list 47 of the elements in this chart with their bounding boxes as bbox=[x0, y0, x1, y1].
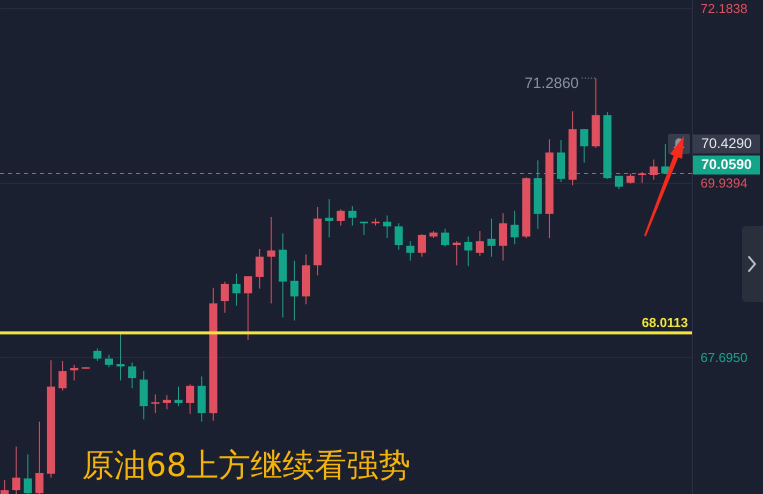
candlestick bbox=[452, 240, 461, 266]
candlestick bbox=[336, 208, 345, 226]
candlestick bbox=[128, 362, 136, 389]
candlestick bbox=[244, 276, 252, 340]
candlestick bbox=[580, 128, 588, 164]
candlestick bbox=[510, 210, 519, 245]
candlestick bbox=[35, 421, 44, 494]
candlestick bbox=[12, 446, 20, 494]
candlestick bbox=[70, 364, 78, 381]
candlestick bbox=[174, 386, 183, 407]
candlestick bbox=[383, 214, 392, 239]
candlestick bbox=[0, 479, 9, 494]
candlestick bbox=[162, 394, 171, 410]
candlestick bbox=[360, 221, 368, 236]
annotation: 71.2860 bbox=[524, 75, 579, 92]
candlestick bbox=[93, 348, 102, 362]
ref-line-label: 68.0113 bbox=[642, 314, 688, 330]
candlestick bbox=[220, 281, 229, 314]
candlestick bbox=[394, 222, 403, 250]
candlestick bbox=[232, 273, 241, 306]
text: 原油68上方继续看强势 bbox=[82, 446, 411, 484]
candlestick bbox=[650, 158, 658, 180]
text: 70.4290 bbox=[701, 135, 752, 151]
candlestick bbox=[104, 354, 114, 368]
candlestick bbox=[58, 360, 67, 392]
candlestick bbox=[24, 454, 32, 494]
candlestick bbox=[290, 260, 298, 322]
candlestick bbox=[626, 172, 635, 184]
candlestick bbox=[476, 230, 484, 256]
ref-line-label: 70.0590 bbox=[701, 156, 752, 172]
candlestick bbox=[418, 234, 426, 258]
candlestick bbox=[499, 212, 508, 262]
y-tick-label: 67.6950 bbox=[700, 350, 748, 365]
candlestick bbox=[441, 228, 450, 248]
candlestick bbox=[325, 198, 334, 238]
candlestick bbox=[267, 216, 276, 304]
candlestick bbox=[464, 236, 472, 267]
candlestick bbox=[151, 394, 160, 414]
candlestick bbox=[487, 218, 496, 258]
y-tick-label: 69.9394 bbox=[700, 175, 748, 190]
candlestick bbox=[348, 206, 356, 226]
candlestick bbox=[256, 248, 264, 290]
candlestick bbox=[116, 332, 125, 381]
candlestick bbox=[186, 384, 194, 414]
y-tick-label: 72.1838 bbox=[700, 0, 748, 16]
candlestick bbox=[614, 175, 624, 190]
candlestick bbox=[406, 240, 414, 262]
